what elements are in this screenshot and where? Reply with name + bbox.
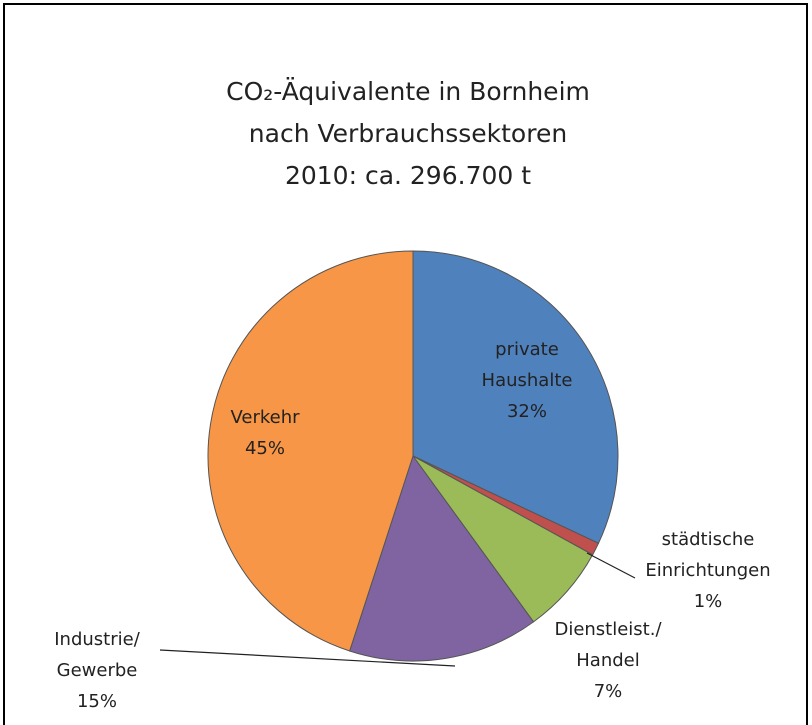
chart-title: CO₂-Äquivalente in Bornheim nach Verbrauc…: [226, 77, 590, 190]
slice-label: private Haushalte: [482, 339, 573, 391]
slice-label: Industrie/Gewerbe: [54, 629, 140, 681]
pie-slice: [349, 454, 535, 662]
slice-value-label: 15%: [77, 691, 117, 712]
pie-slice: [207, 250, 414, 652]
slice-label: Dienstleist./Handel: [554, 619, 662, 671]
leader-line: [586, 552, 636, 579]
leader-line: [159, 649, 456, 667]
pie-slice: [412, 250, 619, 544]
slice-label: städtische Einrichtungen: [645, 529, 770, 581]
slice-value-label: 7%: [594, 681, 623, 702]
slice-value-label: 45%: [245, 438, 285, 459]
slice-value-label: 1%: [694, 591, 723, 612]
slice-label: Verkehr: [230, 407, 300, 428]
slice-value-label: 32%: [507, 401, 547, 422]
